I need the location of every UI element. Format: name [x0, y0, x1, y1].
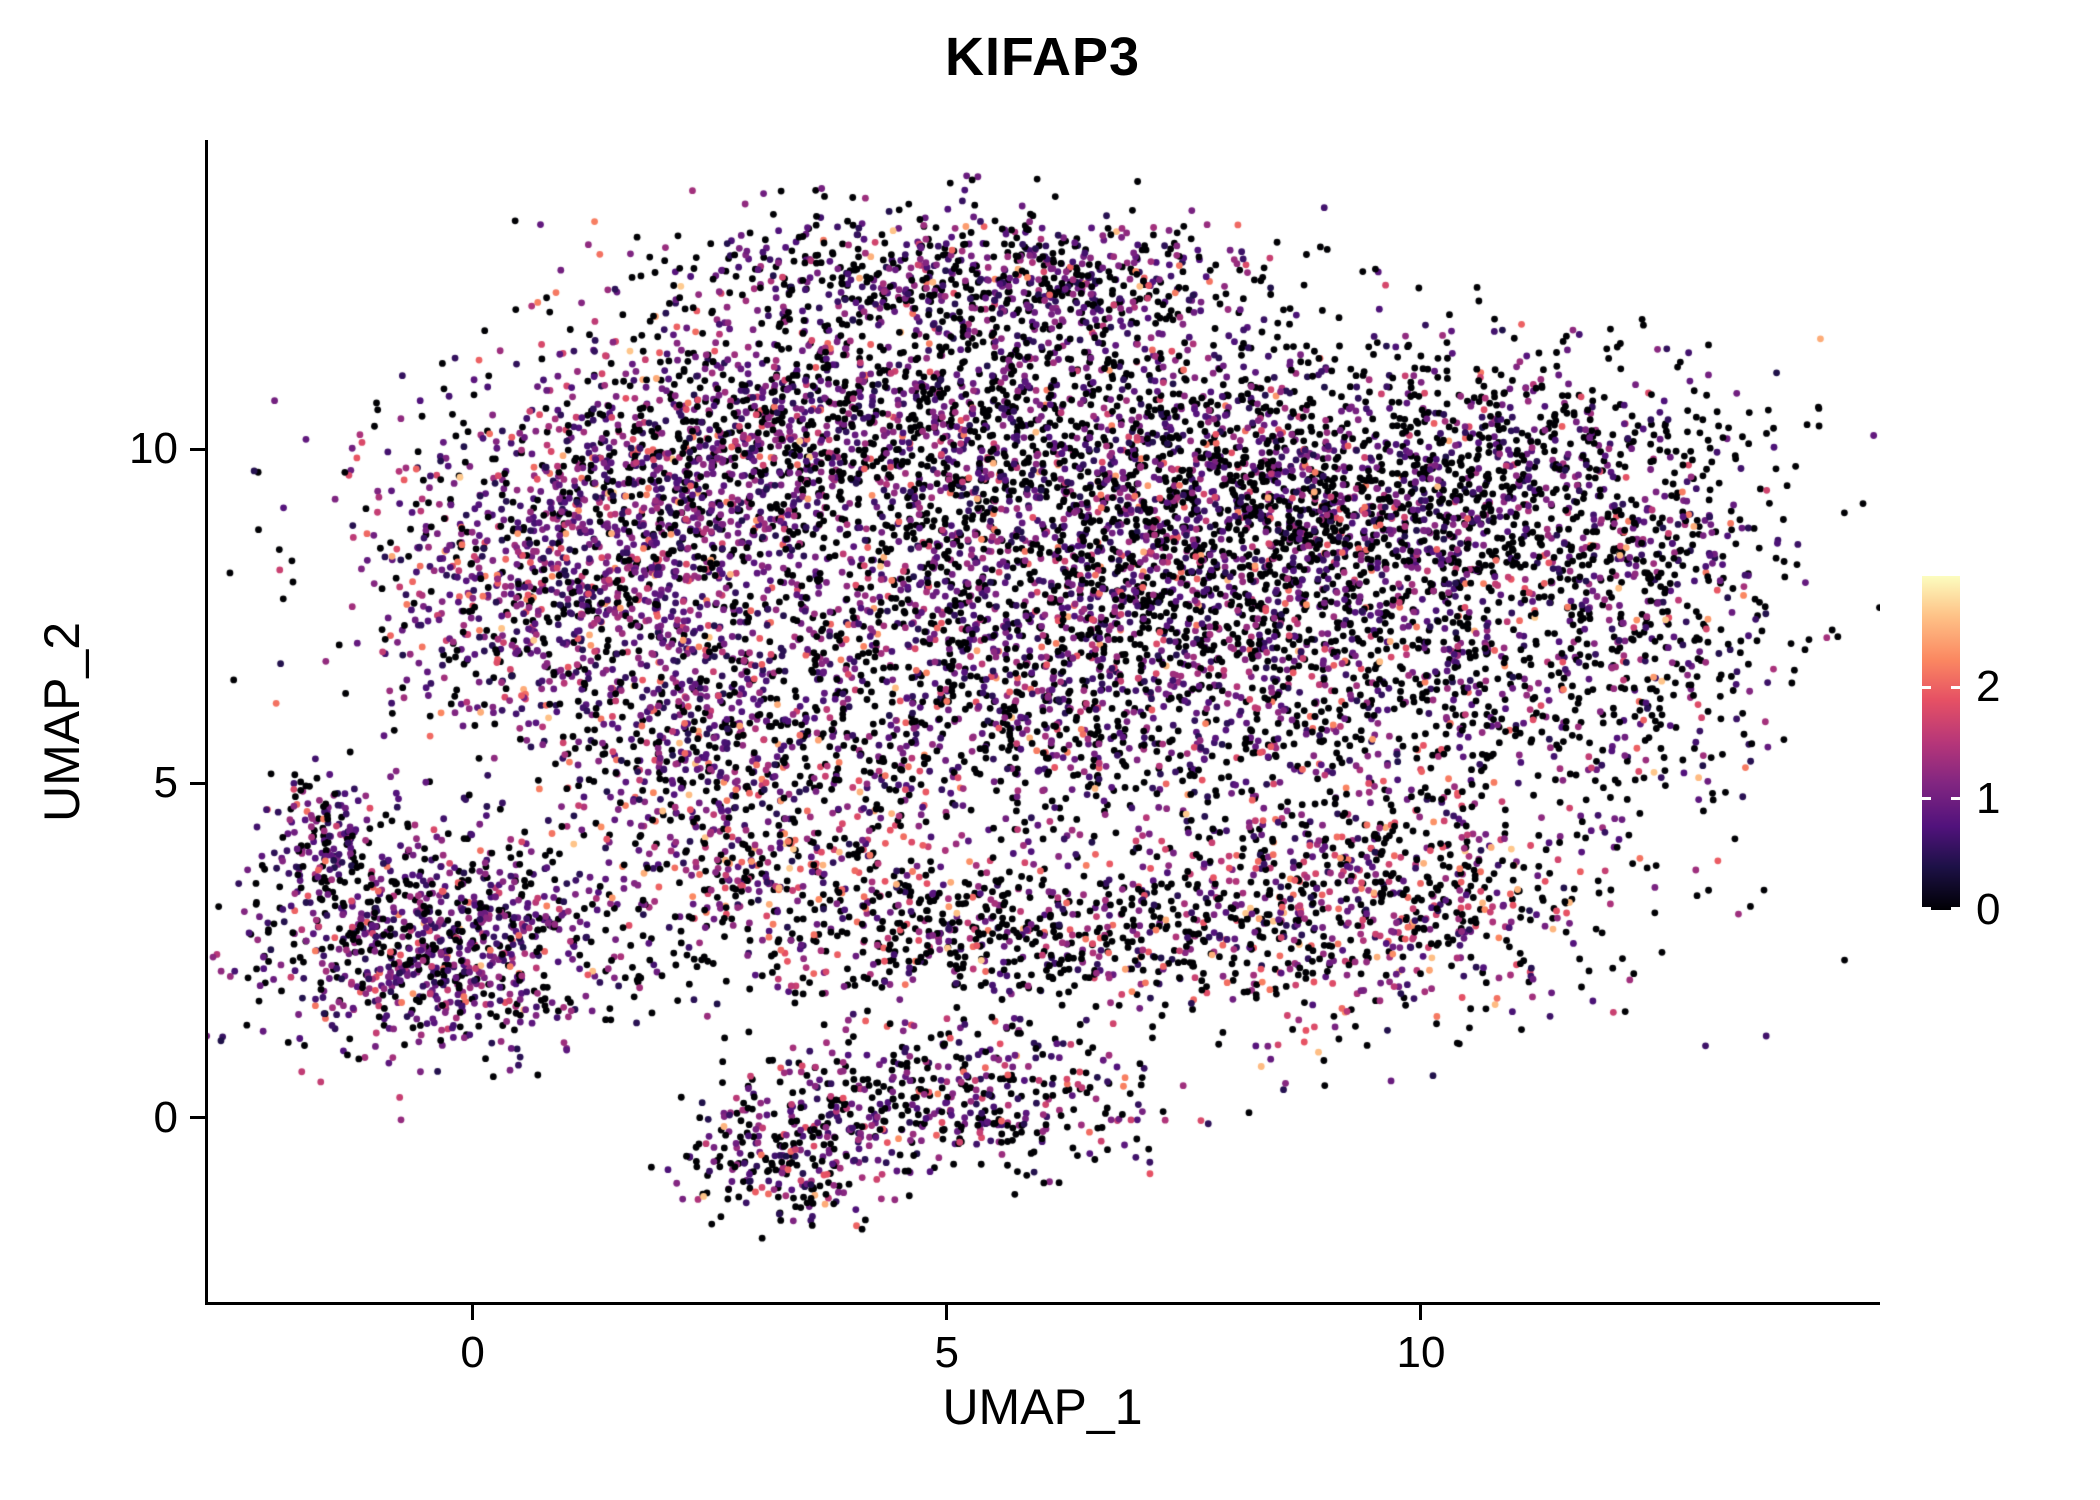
- x-tick-label: 5: [934, 1328, 960, 1377]
- colorbar-tick-mark: [1951, 685, 1960, 689]
- colorbar-tick-mark: [1922, 797, 1931, 801]
- umap-scatter-canvas: [208, 140, 1880, 1302]
- x-tick-mark: [1419, 1305, 1423, 1320]
- colorbar-tick-mark: [1951, 797, 1960, 801]
- colorbar-legend: 0 1 2: [1922, 576, 2000, 934]
- x-tick-label: 0: [460, 1328, 485, 1377]
- colorbar-tick-label: 0: [1976, 885, 2001, 934]
- y-tick-mark: [190, 447, 205, 451]
- x-tick-label: 10: [1396, 1328, 1446, 1377]
- x-tick-mark: [471, 1305, 475, 1320]
- y-tick-label: 10: [129, 424, 178, 474]
- colorbar-tick-label: 2: [1976, 662, 2001, 712]
- y-tick-mark: [190, 781, 205, 785]
- x-axis-label: UMAP_1: [942, 1379, 1143, 1435]
- colorbar-tick-label: 1: [1976, 773, 2001, 823]
- plot-panel: 0 5 10 0 5 10: [129, 140, 1880, 1377]
- colorbar-gradient: [1922, 576, 1960, 910]
- colorbar-tick-mark: [1922, 907, 1931, 910]
- y-axis-label: UMAP_2: [34, 621, 90, 823]
- colorbar-tick-mark: [1951, 907, 1960, 910]
- x-tick-mark: [945, 1305, 949, 1320]
- colorbar-tick-mark: [1922, 685, 1931, 689]
- y-tick-label: 5: [153, 758, 178, 808]
- y-tick-mark: [190, 1116, 205, 1120]
- y-tick-label: 0: [153, 1092, 178, 1142]
- chart-title: KIFAP3: [944, 27, 1141, 87]
